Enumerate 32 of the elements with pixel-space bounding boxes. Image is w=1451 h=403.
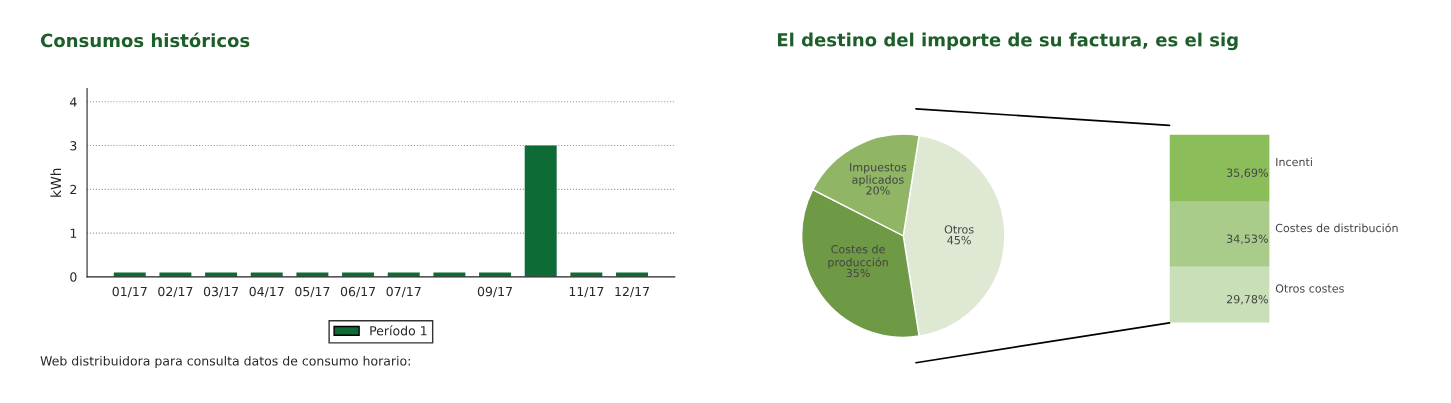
x-tick-label: 05/17 bbox=[295, 286, 330, 298]
x-tick-label: 02/17 bbox=[158, 286, 193, 298]
text: Web distribuidora para consulta datos de consumo horario: bbox=[40, 355, 410, 368]
x-tick-label: 03/17 bbox=[203, 286, 239, 298]
slice-label: Costes de producción bbox=[828, 244, 888, 269]
x-tick-label: 09/17 bbox=[477, 286, 512, 298]
chart-title: El destino del importe de su factura, es el sig bbox=[777, 32, 1238, 51]
legend-label: Período 1 bbox=[370, 325, 427, 336]
y-tick-label: 0 bbox=[70, 272, 77, 282]
y-tick-label: 4 bbox=[70, 97, 77, 107]
y-tick-label: 1 bbox=[70, 228, 77, 238]
x-tick-label: 01/17 bbox=[112, 286, 147, 298]
slice-label: Otros bbox=[944, 225, 974, 234]
x-tick-label: 04/17 bbox=[249, 286, 284, 298]
slice-label: Impuestos aplicados bbox=[850, 163, 907, 186]
series-label: Incenti bbox=[1276, 157, 1312, 167]
data-label: 35% bbox=[846, 268, 870, 278]
data-label: 20% bbox=[866, 186, 890, 195]
x-tick-label: 06/17 bbox=[340, 286, 375, 298]
x-tick-label: 12/17 bbox=[615, 286, 649, 298]
y-tick-label: 2 bbox=[70, 184, 77, 195]
x-tick-label: 11/17 bbox=[569, 286, 604, 298]
y-axis-title: kWh bbox=[50, 168, 61, 197]
x-tick-label: 07/17 bbox=[386, 286, 421, 298]
series-label: Costes de distribución bbox=[1275, 223, 1398, 233]
data-label: 29,78% bbox=[1226, 295, 1268, 305]
data-label: 35,69% bbox=[1226, 168, 1268, 179]
series-label: Otros costes bbox=[1275, 284, 1344, 293]
data-label: 45% bbox=[947, 235, 971, 245]
y-tick-label: 3 bbox=[70, 141, 77, 151]
chart-title: Consumos históricos bbox=[40, 32, 250, 48]
data-label: 34,53% bbox=[1226, 234, 1268, 245]
